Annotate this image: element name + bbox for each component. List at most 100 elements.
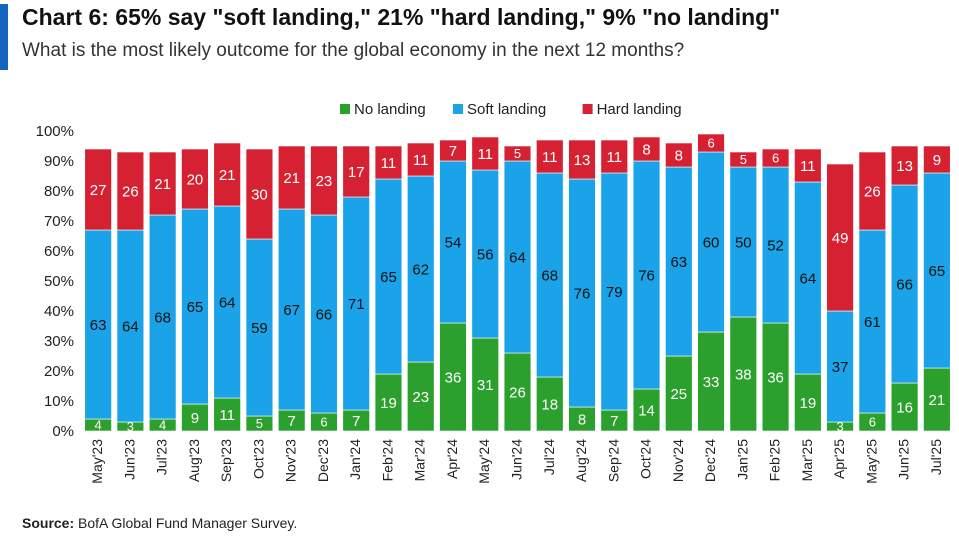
bar-segment — [471, 136, 499, 171]
data-label: 21 — [929, 392, 946, 409]
x-tick-label: Feb'25 — [767, 439, 783, 482]
data-label: 11 — [800, 158, 816, 175]
data-label: 21 — [283, 170, 300, 187]
chart-title: Chart 6: 65% say "soft landing," 21% "ha… — [22, 4, 781, 30]
data-label: 6 — [320, 415, 327, 430]
data-label: 19 — [380, 395, 397, 412]
legend-swatch — [340, 104, 350, 114]
data-label: 63 — [90, 317, 107, 334]
data-label: 11 — [219, 407, 235, 424]
data-label: 6 — [869, 415, 876, 430]
x-tick-label: Mar'24 — [412, 439, 428, 482]
x-tick-label: Apr'24 — [444, 439, 460, 479]
bar-segment — [342, 145, 370, 198]
x-tick-label: Oct'24 — [638, 439, 654, 479]
y-tick-label: 100% — [36, 123, 74, 140]
bar-segment — [245, 238, 274, 417]
bar-segment — [503, 160, 532, 354]
bar-segment — [213, 397, 241, 432]
data-label: 7 — [610, 413, 618, 430]
source-note: Source: BofA Global Fund Manager Survey. — [22, 515, 297, 531]
x-tick-label: Jun'24 — [509, 439, 525, 480]
bar-segment — [374, 178, 403, 375]
bar-segment — [277, 145, 306, 210]
bar-segment — [407, 142, 435, 177]
data-label: 79 — [606, 284, 623, 301]
x-tick-label: Dec'24 — [702, 439, 718, 482]
bar-segment — [342, 196, 370, 411]
data-label: 4 — [159, 418, 166, 433]
x-tick-label: Dec'23 — [315, 439, 331, 482]
data-label: 8 — [578, 411, 586, 428]
bar-segment — [503, 145, 532, 162]
bar-segment — [794, 373, 822, 432]
data-label: 8 — [642, 141, 650, 158]
title-accent-bar — [0, 4, 8, 70]
data-label: 11 — [477, 146, 493, 163]
bar-segment — [923, 172, 951, 369]
data-label: 7 — [449, 143, 457, 160]
y-tick-label: 80% — [44, 183, 74, 200]
data-label: 18 — [541, 396, 558, 413]
bar-segment — [148, 214, 177, 420]
data-label: 19 — [799, 395, 816, 412]
data-label: 9 — [933, 152, 941, 169]
bar-segment — [858, 151, 887, 231]
data-label: 5 — [740, 152, 747, 167]
data-label: 68 — [154, 309, 171, 326]
legend-swatch — [582, 104, 593, 114]
bar-segment — [890, 145, 919, 186]
legend-label: No landing — [354, 101, 426, 118]
bar-segment — [665, 166, 693, 357]
data-label: 67 — [283, 302, 300, 319]
data-label: 56 — [477, 246, 494, 263]
bar-segment — [213, 142, 241, 207]
bar-segment — [439, 139, 467, 162]
data-label: 3 — [836, 419, 843, 434]
x-tick-label: Oct'23 — [250, 439, 266, 479]
y-tick-label: 40% — [44, 303, 74, 320]
bar-segment — [439, 160, 467, 324]
bar-segment — [116, 151, 145, 231]
data-label: 11 — [413, 152, 429, 169]
x-tick-label: Sep'23 — [218, 439, 234, 482]
data-label: 61 — [864, 314, 881, 331]
x-tick-label: Jul'25 — [928, 439, 944, 475]
bar-segment — [890, 382, 919, 432]
bar-segment — [858, 229, 887, 414]
data-label: 6 — [772, 151, 779, 166]
x-tick-label: May'24 — [476, 439, 492, 484]
data-label: 20 — [187, 171, 204, 188]
bar-segment — [761, 166, 790, 324]
data-label: 65 — [380, 269, 397, 286]
bar-segment — [568, 139, 596, 180]
x-tick-label: Jan'25 — [734, 439, 750, 480]
bar-segment — [794, 148, 822, 183]
bar-segment — [245, 148, 274, 240]
bar-segment — [407, 361, 435, 432]
bar-segment — [310, 214, 338, 414]
bar-segment — [826, 310, 854, 423]
bar-segment — [729, 151, 758, 168]
data-label: 8 — [675, 147, 683, 164]
data-label: 5 — [514, 146, 521, 161]
data-label: 54 — [445, 234, 462, 251]
x-tick-label: Aug'23 — [186, 439, 202, 482]
x-tick-label: Apr'25 — [831, 439, 847, 479]
bar-segment — [665, 142, 693, 168]
bar-segment — [374, 373, 403, 432]
data-label: 3 — [127, 419, 134, 434]
y-tick-label: 10% — [44, 393, 74, 410]
data-label: 49 — [832, 230, 849, 247]
legend-label: Soft landing — [467, 101, 546, 118]
x-tick-label: Sep'24 — [605, 439, 621, 482]
data-label: 65 — [187, 299, 204, 316]
y-tick-label: 60% — [44, 243, 74, 260]
source-text: BofA Global Fund Manager Survey. — [78, 515, 298, 531]
x-tick-label: Jun'23 — [121, 439, 137, 480]
data-label: 11 — [381, 155, 397, 172]
data-label: 33 — [703, 374, 720, 391]
legend-swatch — [453, 104, 463, 114]
bar-segment — [310, 145, 338, 216]
data-label: 65 — [929, 263, 946, 280]
